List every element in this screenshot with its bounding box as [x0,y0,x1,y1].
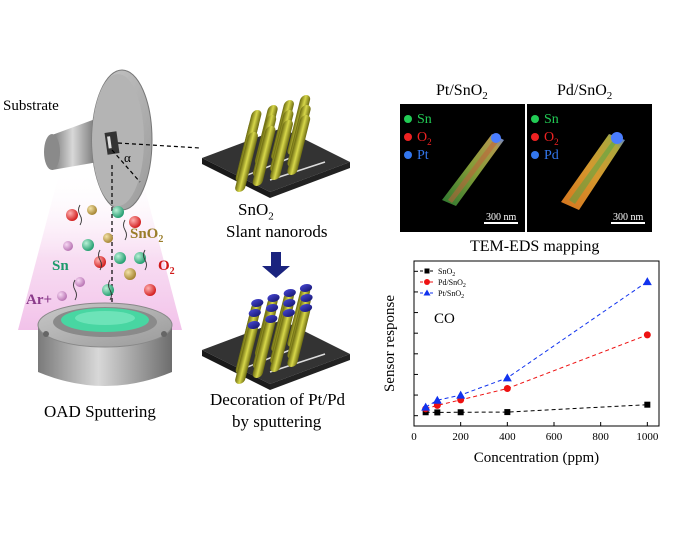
pt-nanorod-map [442,133,518,224]
plot-frame [413,260,660,427]
sno2-main: SnO [130,226,159,242]
legend-text: Pt [417,148,429,163]
legend-row: Sn [404,112,432,130]
decoration-caption-line1: Decoration of Pt/Pd [210,390,346,409]
nanorod-title-main: SnO [238,200,269,219]
series-line-2 [425,281,648,408]
data-point [457,409,464,416]
x-tick-label: 600 [546,431,563,443]
x-tick-label: 200 [452,431,469,443]
legend-marker [424,268,430,274]
legend-label: SnO2 [438,267,455,278]
legend-label: Pd/SnO2 [438,278,466,289]
legend-sub: 2 [554,136,559,147]
x-axis-label: Concentration (ppm) [474,450,599,466]
sn-particle-label: Sn [52,258,69,274]
legend-dot [404,133,412,141]
tem-image-pd [527,104,652,232]
o2-particle-label: O2 [158,258,175,277]
scale-bar-label-right: 300 nm [613,212,644,223]
legend-dot [404,115,412,123]
down-arrow-icon [262,252,290,278]
tem-right-title: Pd/SnO2 [557,82,612,102]
sputter-gun [37,302,173,386]
scale-bar-label-left: 300 nm [486,212,517,223]
data-point [504,409,511,416]
nanorod-diagram [202,95,350,390]
legend-dot [531,151,539,159]
data-point [421,402,431,411]
data-point [643,331,651,339]
tem-left-legend: Sn O2 Pt [404,112,432,166]
o2-sub: 2 [169,266,175,277]
data-point [503,385,511,393]
tem-image-pt [400,104,525,232]
data-point [456,390,466,399]
data-point [644,401,651,408]
nanorod-subtitle: Slant nanorods [226,222,328,241]
legend-text: Sn [544,112,559,127]
legend-label: Pt/SnO2 [438,289,464,300]
holder-shaft [52,118,98,170]
ar-ion-label: Ar+ [26,292,53,308]
o2-main: O [158,258,170,274]
legend-dot [531,133,539,141]
angle-label: α [124,150,131,165]
tem-eds-mapping-title: TEM-EDS mapping [470,238,600,255]
sno2-nanorod-array [235,95,311,192]
data-point [642,277,652,286]
data-point [434,409,441,416]
legend-text: O [417,130,428,145]
legend-row: Sn [531,112,559,130]
pd-nanorod-map [561,132,645,224]
tem-right-title-main: Pd/SnO [557,82,607,99]
co-annotation: CO [434,311,455,327]
sensor-response-chart: 0 200 400 600 800 1000 Concentration (ppm) Sens… [382,260,660,466]
legend-sub: 2 [427,136,432,147]
y-axis-label: Sensor response [382,295,398,392]
legend-row: Pd [531,148,559,166]
legend-row: O2 [531,130,559,148]
legend-row: Pt [404,148,432,166]
legend-text: Sn [417,112,432,127]
nanorod-title: SnO2 [238,200,274,222]
decoration-caption-line2: by sputtering [232,412,322,431]
tem-right-legend: Sn O2 Pd [531,112,559,166]
legend-marker [424,279,430,285]
substrate-label: Substrate [3,98,59,114]
oad-sputtering-diagram [18,69,200,386]
x-tick-label: 800 [592,431,609,443]
legend-marker [423,289,431,296]
legend-dot [404,151,412,159]
data-point [502,373,512,382]
x-tick-label: 0 [411,431,417,443]
tem-left-title-main: Pt/SnO [436,82,483,99]
nanorod-title-sub: 2 [268,210,274,223]
tem-left-title-sub: 2 [482,90,488,103]
sno2-particle-label: SnO2 [130,226,163,245]
data-point [432,395,442,404]
x-tick-label: 1000 [636,431,659,443]
decorated-nanorod-array [235,284,313,384]
legend-dot [531,115,539,123]
sno2-sub: 2 [158,234,164,245]
legend-text: O [544,130,555,145]
tem-left-title: Pt/SnO2 [436,82,488,102]
legend-text: Pd [544,148,559,163]
legend-row: O2 [404,130,432,148]
tem-right-title-sub: 2 [606,90,613,103]
oad-sputtering-caption: OAD Sputtering [44,402,156,421]
x-tick-label: 400 [499,431,516,443]
